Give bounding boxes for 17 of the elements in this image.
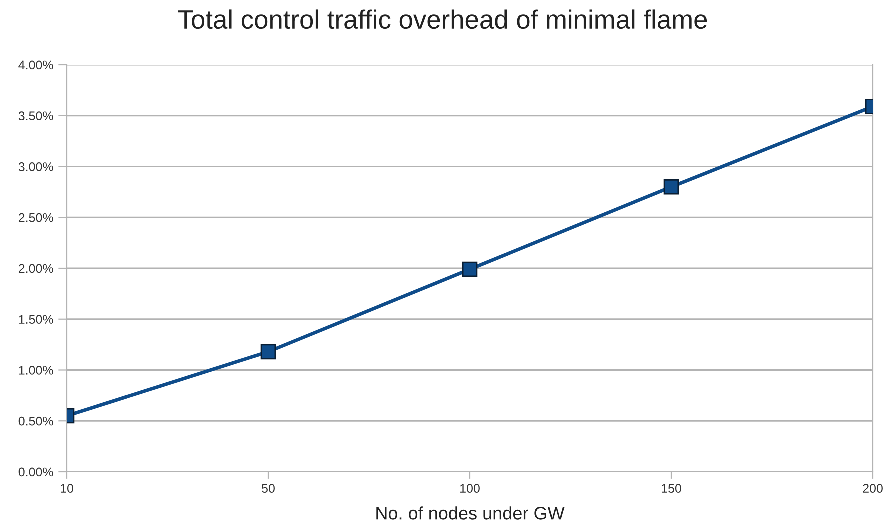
y-tick-label: 3.00%: [18, 162, 54, 172]
x-tick-label: 10: [61, 484, 74, 493]
x-tick-label: 100: [460, 484, 480, 493]
y-tick-label: 1.50%: [19, 315, 54, 324]
y-tick-label: 2.50%: [18, 213, 54, 222]
y-tick-label: 2.00%: [18, 264, 54, 274]
point: [462, 262, 478, 278]
y-tick-label: 0.00%: [18, 468, 54, 477]
y-tick-label: 1.00%: [19, 366, 54, 375]
y-tick-label: 3.50%: [18, 112, 54, 121]
x-axis-title: No. of nodes under GW: [376, 506, 565, 520]
y-tick-label: 4.00%: [18, 60, 54, 70]
x-tick-label: 150: [662, 484, 682, 493]
chart-title: Total control traffic overhead of minimal flame: [178, 10, 708, 30]
y-tick-label: 0.50%: [18, 416, 54, 426]
x-tick-label: 50: [262, 484, 275, 493]
x-tick-label: 200: [863, 484, 883, 493]
